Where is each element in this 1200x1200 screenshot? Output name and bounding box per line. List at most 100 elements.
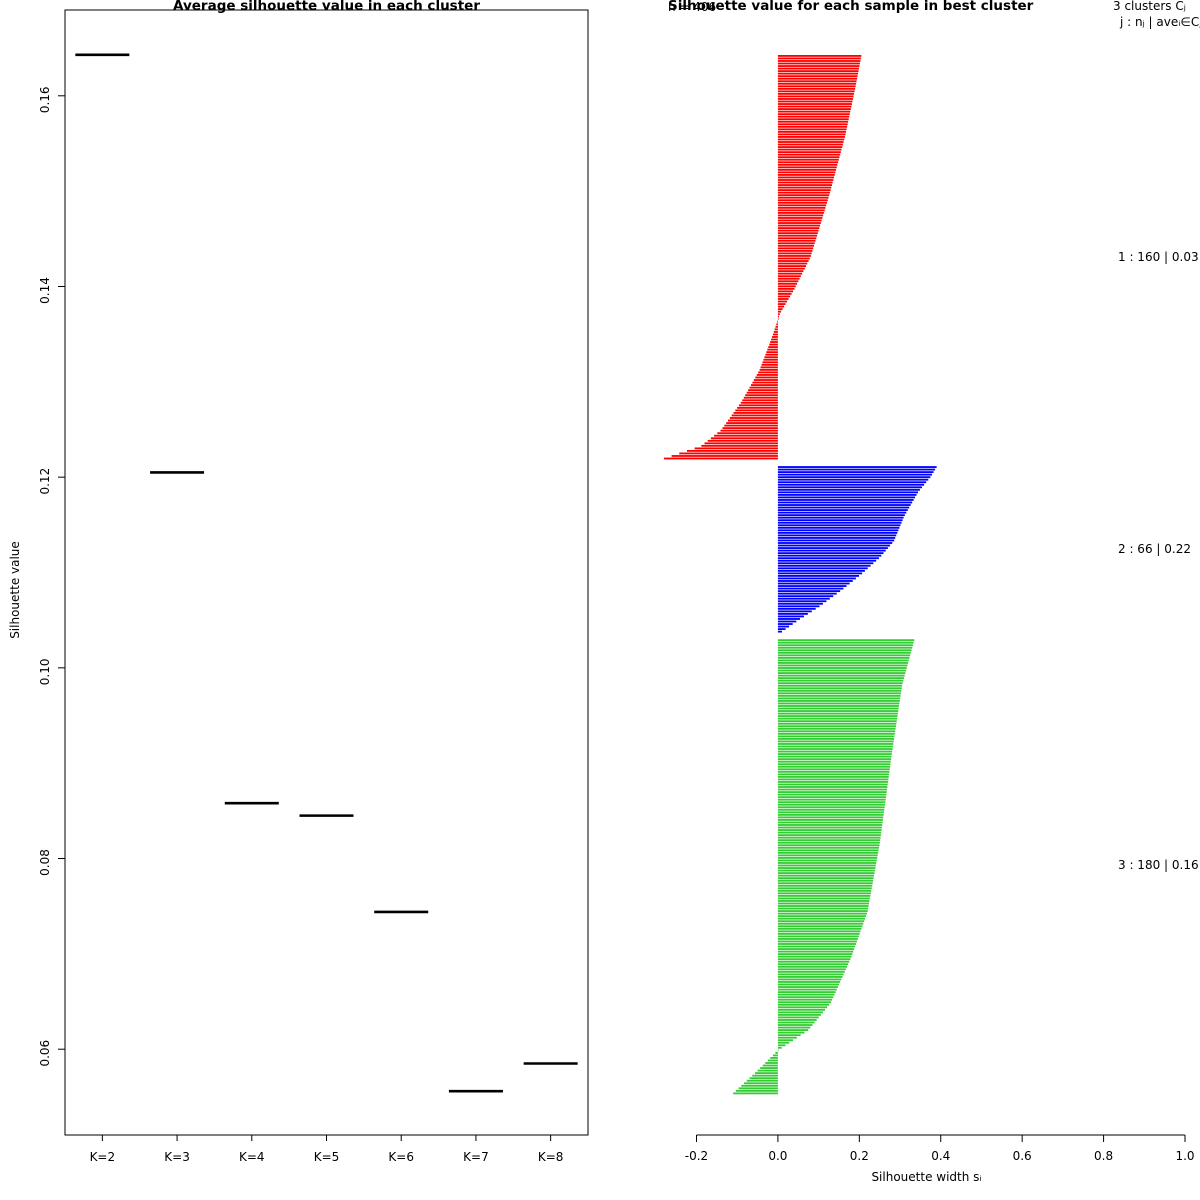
silhouette-bar-cluster-1 [777, 123, 848, 126]
silhouette-bar-cluster-3 [777, 960, 850, 963]
silhouette-bar-cluster-2 [777, 557, 879, 560]
silhouette-bar-cluster-1 [686, 449, 778, 452]
silhouette-bar-cluster-1 [777, 255, 811, 257]
silhouette-bar-cluster-1 [761, 363, 778, 366]
silhouette-bar-cluster-1 [777, 75, 858, 78]
silhouette-bar-cluster-2 [777, 585, 847, 587]
left-x-tick-label: K=8 [538, 1150, 564, 1164]
silhouette-bar-cluster-1 [748, 389, 778, 392]
silhouette-bar-cluster-3 [777, 778, 889, 781]
silhouette-bar-cluster-3 [777, 973, 844, 976]
silhouette-bar-cluster-1 [760, 366, 778, 369]
silhouette-bar-cluster-3 [777, 996, 834, 999]
silhouette-bar-cluster-3 [777, 922, 864, 925]
silhouette-bar-cluster-3 [777, 775, 889, 778]
silhouette-bar-cluster-1 [767, 348, 778, 351]
silhouette-bar-cluster-2 [777, 481, 927, 484]
silhouette-bar-cluster-1 [777, 211, 824, 214]
silhouette-bar-cluster-3 [777, 730, 896, 733]
silhouette-bar-cluster-3 [777, 1013, 821, 1016]
silhouette-bar-cluster-3 [777, 710, 899, 712]
silhouette-bar-cluster-2 [777, 519, 903, 522]
silhouette-bar-cluster-1 [777, 87, 856, 90]
silhouette-bar-cluster-3 [777, 1036, 797, 1039]
left-x-tick-label: K=2 [90, 1150, 116, 1164]
silhouette-bar-cluster-1 [756, 374, 778, 376]
silhouette-bar-cluster-3 [777, 953, 853, 956]
silhouette-bar-cluster-1 [777, 217, 823, 219]
silhouette-bar-cluster-2 [777, 526, 900, 529]
silhouette-bar-cluster-3 [754, 1072, 778, 1075]
silhouette-bar-cluster-3 [777, 689, 902, 692]
silhouette-bar-cluster-2 [777, 602, 823, 605]
silhouette-bar-cluster-3 [777, 654, 911, 657]
silhouette-bar-cluster-1 [777, 320, 778, 323]
silhouette-bar-cluster-1 [727, 419, 778, 422]
silhouette-bar-cluster-3 [733, 1092, 778, 1095]
silhouette-bar-cluster-1 [777, 70, 859, 73]
silhouette-bar-cluster-3 [777, 702, 900, 705]
silhouette-bar-cluster-3 [760, 1067, 778, 1069]
right-x-tick-label: 0.8 [1094, 1149, 1113, 1163]
left-y-tick-label: 0.16 [38, 86, 52, 113]
silhouette-bar-cluster-3 [777, 829, 882, 831]
silhouette-bar-cluster-1 [777, 55, 862, 57]
right-x-tick-label: 0.4 [931, 1149, 950, 1163]
silhouette-bar-cluster-1 [766, 351, 778, 354]
silhouette-bar-cluster-1 [777, 133, 846, 136]
silhouette-bar-cluster-1 [731, 414, 778, 417]
silhouette-bar-cluster-3 [777, 917, 866, 920]
silhouette-bar-cluster-3 [777, 1011, 823, 1014]
silhouette-bar-cluster-1 [777, 130, 847, 133]
silhouette-bar-cluster-3 [777, 717, 898, 720]
silhouette-bar-cluster-3 [777, 651, 911, 654]
silhouette-bar-cluster-3 [752, 1074, 778, 1077]
silhouette-bar-cluster-1 [777, 118, 849, 121]
silhouette-bar-cluster-3 [777, 641, 914, 644]
silhouette-bar-cluster-1 [777, 300, 788, 303]
left-x-tick-label: K=7 [463, 1150, 489, 1164]
silhouette-bar-cluster-3 [777, 646, 913, 649]
silhouette-bar-cluster-1 [777, 242, 815, 245]
silhouette-bar-cluster-1 [777, 95, 854, 98]
silhouette-bar-cluster-1 [777, 237, 817, 240]
silhouette-bar-cluster-1 [777, 191, 830, 194]
silhouette-bar-cluster-3 [777, 781, 889, 783]
silhouette-bar-cluster-2 [777, 509, 908, 511]
silhouette-bar-cluster-2 [777, 595, 834, 598]
silhouette-bar-cluster-1 [733, 412, 778, 414]
cluster-legend-header-line2: j : nⱼ | aveᵢ∈Cⱼ sᵢ [1120, 15, 1200, 29]
silhouette-bar-cluster-3 [777, 1003, 830, 1006]
silhouette-bar-cluster-1 [777, 92, 855, 95]
silhouette-bar-cluster-3 [777, 705, 900, 707]
silhouette-bar-cluster-1 [777, 85, 856, 88]
silhouette-bar-cluster-1 [765, 353, 778, 356]
silhouette-bar-cluster-3 [777, 983, 840, 986]
silhouette-bar-cluster-3 [777, 991, 836, 994]
silhouette-bar-cluster-1 [740, 401, 778, 404]
silhouette-bar-cluster-3 [777, 927, 862, 930]
silhouette-bar-cluster-1 [755, 376, 778, 379]
silhouette-bar-cluster-3 [777, 975, 843, 978]
silhouette-bar-cluster-1 [777, 310, 782, 313]
silhouette-bar-cluster-3 [777, 644, 913, 647]
silhouette-bar-cluster-3 [777, 735, 895, 738]
silhouette-bar-cluster-3 [762, 1064, 778, 1067]
silhouette-bar-cluster-1 [777, 219, 822, 222]
silhouette-bar-cluster-1 [777, 186, 832, 189]
silhouette-bar-cluster-2 [777, 483, 925, 486]
silhouette-bar-cluster-1 [777, 163, 838, 166]
silhouette-bar-cluster-3 [777, 684, 903, 687]
silhouette-bar-cluster-1 [777, 227, 820, 230]
silhouette-bar-cluster-1 [777, 229, 819, 232]
silhouette-bar-cluster-3 [777, 892, 871, 895]
silhouette-bar-cluster-3 [738, 1087, 778, 1090]
silhouette-bar-cluster-3 [777, 854, 878, 857]
silhouette-bar-cluster-3 [777, 664, 908, 667]
left-chart-ylabel: Silhouette value [8, 541, 22, 639]
silhouette-bar-cluster-1 [777, 257, 810, 260]
silhouette-bar-cluster-1 [777, 252, 812, 255]
silhouette-bar-cluster-3 [777, 1008, 825, 1011]
silhouette-bar-cluster-2 [777, 501, 913, 504]
silhouette-bar-cluster-1 [777, 277, 800, 280]
